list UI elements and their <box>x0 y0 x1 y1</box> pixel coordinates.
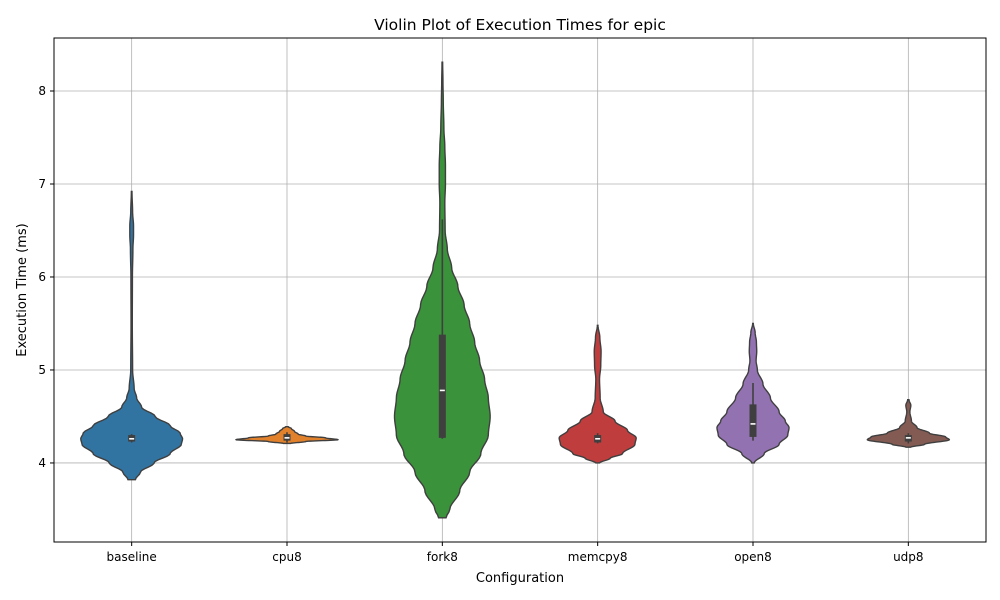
iqr-box-fork8 <box>438 334 446 438</box>
x-tick-label: cpu8 <box>272 550 301 564</box>
violin-series <box>80 61 951 519</box>
y-tick-label: 6 <box>38 270 46 284</box>
x-tick-label: baseline <box>107 550 157 564</box>
x-axis-label: Configuration <box>476 571 564 586</box>
iqr-box-open8 <box>749 404 757 437</box>
violin-udp8 <box>866 399 951 448</box>
y-tick-label: 5 <box>38 363 46 377</box>
plot-frame <box>53 37 987 543</box>
y-gridlines <box>54 90 986 464</box>
y-tick-label: 8 <box>38 84 46 98</box>
y-axis-label: Execution Time (ms) <box>15 223 30 356</box>
y-tick-label: 7 <box>38 177 46 191</box>
violin-memcpy8 <box>558 324 637 464</box>
y-tick-label: 4 <box>38 456 46 470</box>
x-tick-label: memcpy8 <box>568 550 628 564</box>
x-axis-ticks: baseline cpu8 fork8 memcpy8 open8 udp8 <box>107 542 924 564</box>
y-axis-ticks: 4 5 6 7 8 <box>38 84 54 470</box>
chart-title: Violin Plot of Execution Times for epic <box>374 16 666 34</box>
x-tick-label: fork8 <box>427 550 458 564</box>
x-tick-label: udp8 <box>893 550 923 564</box>
x-tick-label: open8 <box>734 550 772 564</box>
violin-baseline <box>80 190 184 481</box>
